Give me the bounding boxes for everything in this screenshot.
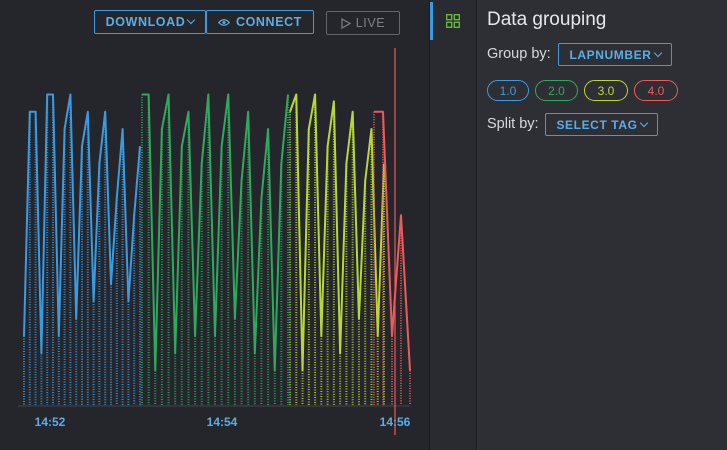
play-icon	[341, 17, 351, 29]
split-by-label: Split by:	[487, 116, 539, 132]
x-tick-label: 14:54	[207, 415, 238, 429]
live-button-label: LIVE	[355, 16, 386, 30]
group-pill-label: 4.0	[647, 83, 665, 98]
eye-icon	[217, 18, 230, 26]
split-by-value: SELECT TAG	[556, 117, 638, 132]
data-grouping-panel	[477, 0, 727, 450]
group-pill-4[interactable]: 4.0	[634, 80, 678, 101]
series-2-line[interactable]	[142, 93, 289, 372]
group-pill-label: 3.0	[597, 83, 615, 98]
chevron-down-icon	[187, 15, 196, 25]
download-button[interactable]: DOWNLOAD	[94, 10, 206, 34]
line-chart[interactable]: 14:52 14:54 14:56	[0, 40, 420, 450]
group-pill-3[interactable]: 3.0	[584, 80, 628, 101]
rail-active-indicator	[430, 2, 433, 40]
group-by-select[interactable]: LAPNUMBER	[558, 43, 672, 66]
group-pill-label: 1.0	[499, 83, 517, 98]
series-4-line[interactable]	[374, 110, 411, 371]
live-button[interactable]: LIVE	[326, 11, 400, 35]
chevron-down-icon	[639, 118, 648, 127]
split-by-select[interactable]: SELECT TAG	[545, 113, 658, 136]
x-tick-label: 14:56	[380, 415, 411, 429]
group-pill-1[interactable]: 1.0	[487, 80, 529, 101]
grid-icon[interactable]	[446, 14, 460, 28]
chevron-down-icon	[653, 48, 662, 57]
side-rail	[430, 0, 476, 450]
group-pill-2[interactable]: 2.0	[535, 80, 578, 101]
series-1-line[interactable]	[23, 93, 141, 355]
x-tick-label: 14:52	[35, 415, 66, 429]
panel-divider	[476, 0, 477, 450]
group-by-label: Group by:	[487, 46, 551, 62]
download-button-label: DOWNLOAD	[105, 15, 186, 29]
connect-button-label: CONNECT	[235, 15, 302, 29]
series-3-line[interactable]	[289, 93, 385, 372]
group-pill-label: 2.0	[548, 83, 565, 98]
group-by-value: LAPNUMBER	[569, 47, 652, 62]
panel-divider	[429, 0, 430, 450]
connect-button[interactable]: CONNECT	[206, 10, 314, 34]
panel-title: Data grouping	[487, 9, 607, 30]
